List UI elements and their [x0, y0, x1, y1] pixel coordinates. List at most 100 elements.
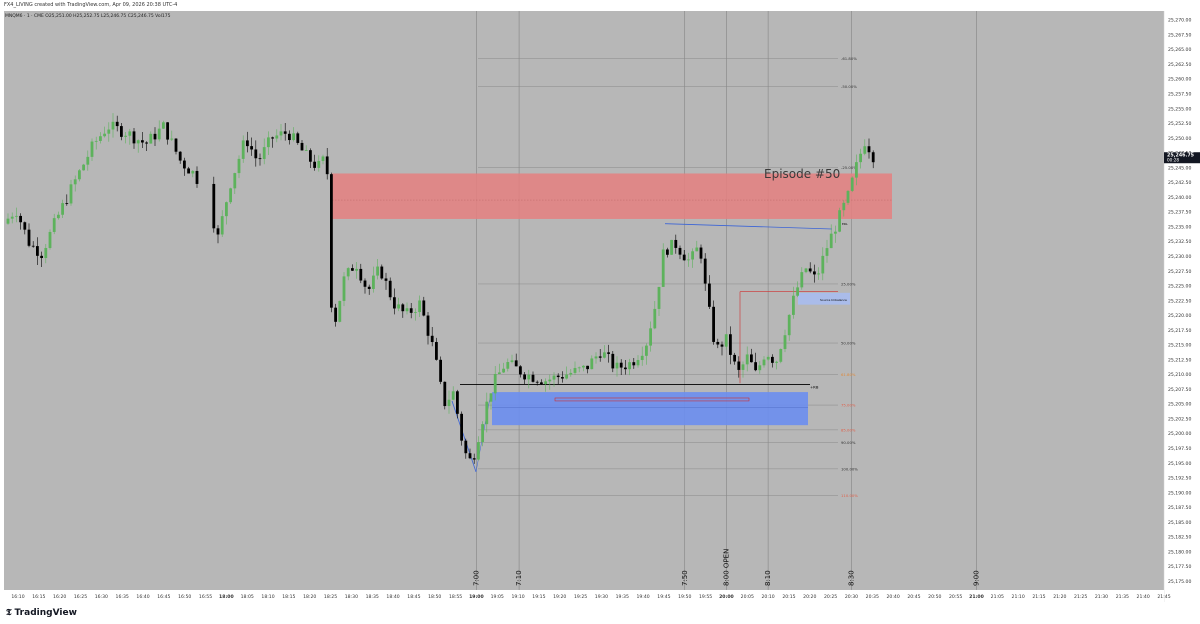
candle-body — [241, 140, 245, 159]
candle-body — [565, 374, 568, 379]
candle-body — [561, 377, 564, 379]
candle-body — [233, 173, 237, 189]
candle-body — [262, 147, 266, 160]
candle-body — [666, 249, 669, 255]
candle-body — [82, 164, 85, 171]
candle-body — [729, 334, 732, 355]
candle-body — [829, 233, 833, 249]
candle-body — [855, 162, 858, 178]
x-tick-label: 16:35 — [116, 594, 129, 600]
candle-body — [867, 146, 871, 153]
candle-body — [775, 361, 778, 363]
candle-body — [292, 133, 295, 141]
candle-body — [590, 358, 594, 370]
x-tick-label: 19:35 — [616, 594, 629, 600]
candle-body — [73, 179, 77, 185]
x-tick-label: 18:45 — [407, 594, 420, 600]
candle-body — [817, 273, 820, 275]
candle-body — [670, 239, 673, 255]
candle-body — [771, 356, 774, 363]
candle-body — [380, 266, 384, 279]
candle-body — [792, 295, 795, 315]
candle-body — [825, 248, 829, 256]
x-tick-label: 16:30 — [95, 594, 108, 600]
y-tick-label: 25,245.00 — [1168, 165, 1191, 171]
candle-body — [372, 275, 375, 289]
candle-body — [401, 304, 405, 312]
candle-body — [674, 239, 678, 248]
candle-body — [418, 300, 421, 313]
y-tick-label: 25,220.00 — [1168, 313, 1191, 319]
candle-body — [603, 352, 606, 358]
x-tick-label: 21:40 — [1137, 594, 1150, 600]
candle-body — [414, 312, 417, 313]
candle-body — [808, 268, 812, 272]
candle-body — [275, 135, 279, 139]
y-tick-label: 25,187.50 — [1168, 505, 1191, 511]
candle-body — [737, 361, 741, 370]
candle-body — [313, 161, 316, 168]
candle-body — [468, 453, 472, 459]
y-tick-label: 25,182.50 — [1168, 535, 1191, 541]
candle-body — [279, 131, 283, 136]
candle-body — [481, 424, 484, 443]
candle-body — [640, 355, 644, 361]
x-tick-label: 19:10 — [511, 594, 524, 600]
supply-zone — [332, 173, 892, 219]
y-tick-label: 25,202.50 — [1168, 416, 1191, 422]
candle-body — [19, 215, 22, 223]
candle-body — [863, 146, 867, 154]
x-tick-label: 20:25 — [824, 594, 837, 600]
fib-level-label: 75.00% — [841, 403, 856, 408]
candle-body — [624, 367, 627, 370]
x-tick-label: 18:10 — [261, 594, 274, 600]
candle-body — [712, 306, 715, 342]
range-label: +RB — [810, 384, 819, 389]
source-imbalance-label: Source Imbalance — [820, 298, 847, 302]
x-tick-label: 19:20 — [553, 594, 566, 600]
candle-body — [754, 362, 757, 371]
candle-body — [422, 300, 426, 316]
candle-body — [187, 168, 190, 174]
candle-body — [498, 372, 501, 374]
candle-body — [451, 391, 455, 400]
candle-body — [464, 440, 468, 454]
candle-body — [304, 150, 308, 151]
candle-body — [527, 374, 531, 380]
y-tick-label: 25,205.00 — [1168, 402, 1191, 408]
candle-body — [523, 374, 526, 380]
candle-body — [149, 133, 153, 144]
time-axis — [4, 590, 1164, 602]
candle-body — [267, 137, 270, 148]
candle-body — [733, 354, 736, 362]
x-tick-label: 18:35 — [366, 594, 379, 600]
x-tick-label: 18:25 — [324, 594, 337, 600]
candle-body — [405, 308, 409, 312]
candle-body — [540, 382, 543, 384]
fib-level-label: -25.00% — [841, 165, 857, 170]
x-tick-label: 16:20 — [53, 594, 66, 600]
candle-body — [611, 353, 615, 369]
x-tick-label: 16:50 — [178, 594, 191, 600]
candle-body — [115, 121, 119, 127]
candle-body — [246, 140, 249, 147]
source-imbalance-box — [798, 292, 850, 305]
session-marker-label: 7:00 — [472, 570, 480, 586]
symbol-legend: MNQM6 · 1 · CME O25,251.00 H25,252.75 L2… — [5, 14, 171, 19]
candle-body — [813, 271, 816, 275]
y-tick-label: 25,192.50 — [1168, 476, 1191, 482]
candle-body — [472, 458, 476, 460]
x-tick-label: 21:30 — [1095, 594, 1108, 600]
x-tick-label: 21:00 — [969, 594, 984, 600]
tradingview-logo-icon: 𝕿 — [6, 608, 12, 618]
candle-body — [569, 372, 573, 375]
candle-body — [800, 272, 804, 288]
candle-body — [300, 142, 304, 151]
y-tick-label: 25,215.00 — [1168, 343, 1191, 349]
candle-body — [153, 133, 157, 140]
fib-level-label: -61.80% — [841, 56, 857, 61]
candle-body — [762, 359, 766, 366]
candle-body — [834, 231, 837, 234]
y-tick-label: 25,200.00 — [1168, 431, 1191, 437]
